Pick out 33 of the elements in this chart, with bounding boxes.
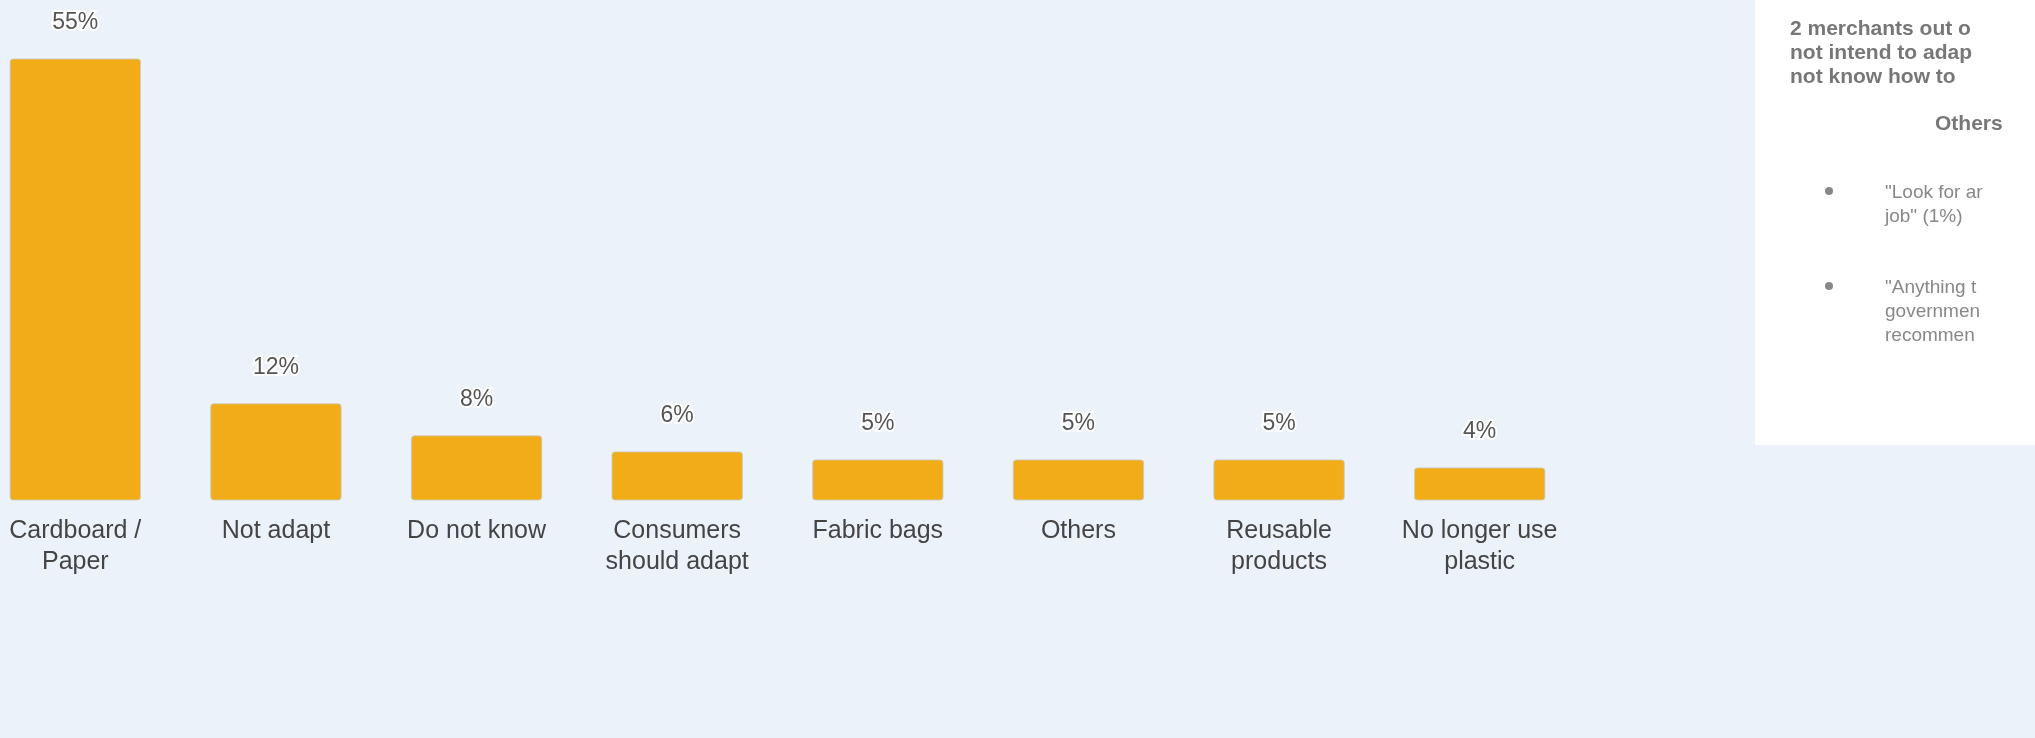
x-tick-label: Reusable products: [1226, 515, 1332, 574]
x-tick-label: Others: [1040, 515, 1116, 543]
data-label: 5%: [1262, 408, 1296, 435]
x-tick-label: Do not know: [407, 515, 547, 543]
data-label: 12%: [252, 352, 299, 379]
x-tick-label: Consumers should adapt: [605, 515, 749, 574]
text: not intend to adap: [1790, 40, 1972, 63]
bar: [812, 459, 944, 501]
x-tick-label: Not adapt: [221, 515, 331, 543]
data-label: 55%: [52, 8, 99, 34]
x-tick-label: Fabric bags: [812, 515, 944, 543]
text: not know how to: [1790, 64, 1956, 87]
x-tick-label: Cardboard / Paper: [9, 515, 142, 574]
text: "Anything t: [1885, 276, 1977, 297]
data-label: 5%: [861, 408, 895, 435]
bar: [1012, 459, 1145, 501]
data-label: 5%: [1061, 408, 1096, 435]
text: Others: [1935, 111, 2003, 134]
data-label: 8%: [459, 384, 494, 411]
text: 2 merchants out o: [1790, 16, 1971, 39]
data-label: 6%: [660, 400, 694, 427]
text: governmen: [1885, 300, 1981, 321]
bar: [410, 435, 543, 501]
bar: [1213, 459, 1345, 501]
x-tick-label: No longer use plastic: [1401, 515, 1558, 574]
text: job" (1%): [1884, 205, 1963, 226]
data-label: 4%: [1463, 416, 1497, 443]
bar: [1414, 467, 1546, 501]
bar: [611, 451, 743, 501]
text: recommen: [1885, 324, 1975, 345]
text: "Look for ar: [1885, 181, 1984, 202]
bar: [9, 58, 141, 501]
bar: [210, 403, 342, 501]
